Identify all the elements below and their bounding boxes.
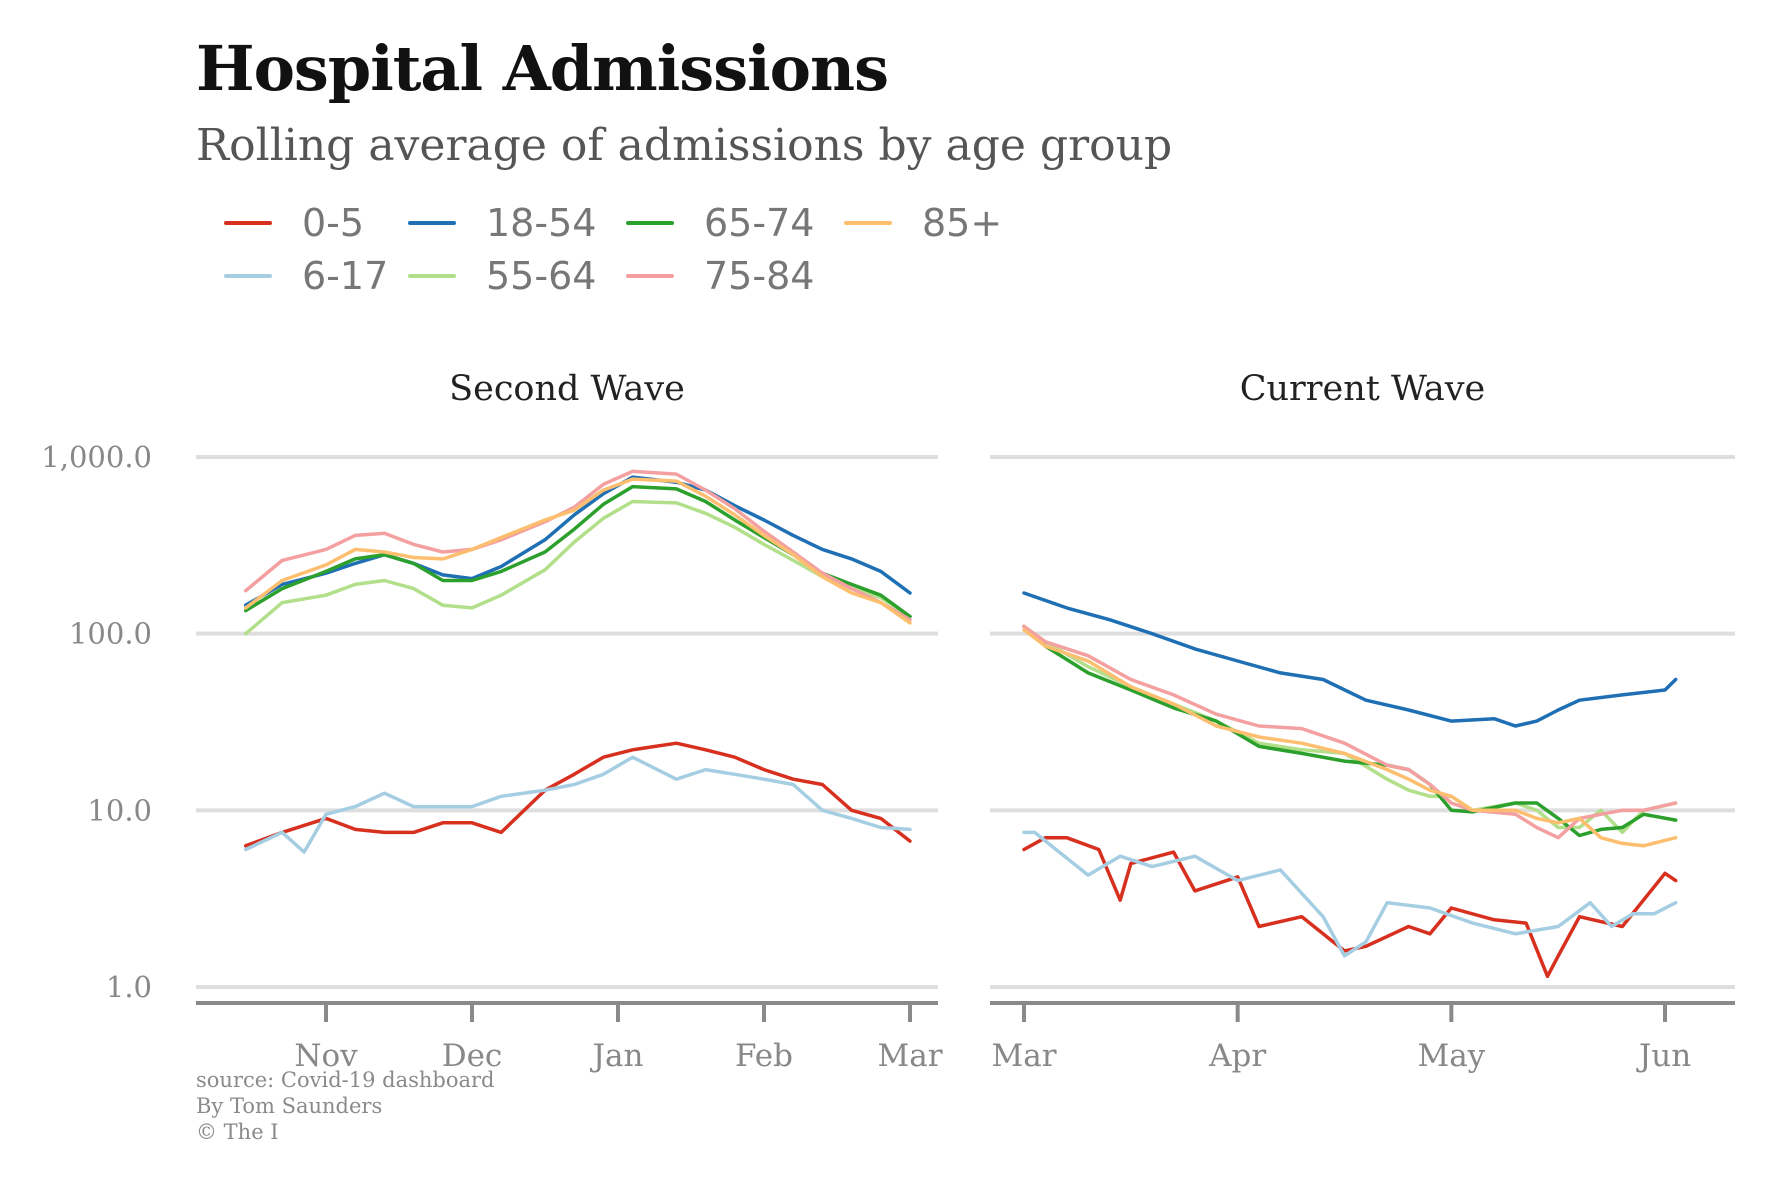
series-line-18-54: [1022, 591, 1678, 728]
legend-item-85-plus: 85+: [844, 198, 1002, 248]
y-tick-label: 1.0: [106, 970, 152, 1004]
legend-swatch: [408, 274, 456, 278]
legend-label: 75-84: [704, 254, 815, 298]
legend-item-65-74: 65-74: [626, 198, 814, 248]
chart-subtitle: Rolling average of admissions by age gro…: [196, 120, 1173, 171]
legend: 0-5 6-17 18-54 55-64 65-74 75-84 85+: [224, 198, 1124, 328]
legend-item-6-17: 6-17: [224, 251, 388, 301]
copyright-note: © The I: [196, 1120, 279, 1144]
x-tick-label: Dec: [442, 1038, 503, 1074]
source-note: source: Covid-19 dashboard: [196, 1068, 495, 1092]
legend-label: 18-54: [486, 201, 597, 245]
legend-label: 85+: [922, 201, 1003, 245]
legend-label: 0-5: [302, 201, 365, 245]
legend-label: 65-74: [704, 201, 815, 245]
series-line-55-64: [243, 499, 912, 636]
series-line-75-84: [243, 469, 912, 622]
x-tick-label: Nov: [294, 1038, 358, 1074]
legend-swatch: [224, 274, 272, 278]
series-line-6-17: [1022, 830, 1678, 958]
x-tick-label: Jun: [1636, 1038, 1691, 1074]
series-line-18-54: [243, 475, 912, 607]
x-tick-label: Jan: [590, 1038, 644, 1074]
panel-title: Current Wave: [1240, 369, 1486, 409]
legend-swatch: [224, 221, 272, 225]
y-tick-label: 1,000.0: [41, 440, 152, 474]
legend-swatch: [844, 221, 892, 225]
legend-item-0-5: 0-5: [224, 198, 364, 248]
author-note: By Tom Saunders: [196, 1094, 383, 1118]
x-tick-label: Apr: [1208, 1038, 1266, 1074]
legend-swatch: [626, 274, 674, 278]
series-line-6-17: [243, 755, 912, 854]
y-tick-label: 10.0: [87, 793, 152, 827]
x-tick-label: Feb: [735, 1038, 793, 1074]
x-tick-label: Mar: [991, 1038, 1056, 1074]
chart-title: Hospital Admissions: [196, 32, 889, 105]
series-line-75-84: [1022, 624, 1678, 840]
legend-item-55-64: 55-64: [408, 251, 596, 301]
series-line-85-plus: [1022, 628, 1678, 848]
series-line-0-5: [243, 741, 912, 848]
series-line-65-74: [1022, 624, 1678, 838]
legend-label: 6-17: [302, 254, 389, 298]
legend-swatch: [408, 221, 456, 225]
legend-item-18-54: 18-54: [408, 198, 596, 248]
legend-item-75-84: 75-84: [626, 251, 814, 301]
x-tick-label: May: [1417, 1038, 1485, 1074]
panel-title: Second Wave: [449, 369, 685, 409]
legend-label: 55-64: [486, 254, 597, 298]
series-line-55-64: [1022, 624, 1678, 835]
x-tick-label: Mar: [877, 1038, 942, 1074]
y-tick-label: 100.0: [69, 617, 152, 651]
series-line-85-plus: [243, 477, 912, 625]
legend-swatch: [626, 221, 674, 225]
